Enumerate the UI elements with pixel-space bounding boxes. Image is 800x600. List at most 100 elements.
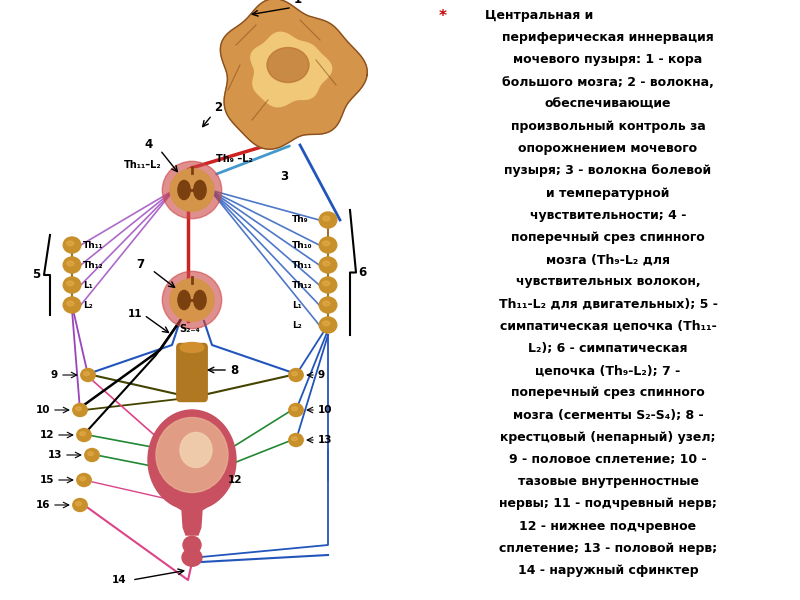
- Ellipse shape: [180, 343, 204, 352]
- Text: 12: 12: [39, 430, 54, 440]
- Text: 15: 15: [39, 475, 54, 485]
- Text: 1: 1: [294, 0, 302, 6]
- Text: Th₉: Th₉: [292, 215, 309, 224]
- Text: 16: 16: [35, 500, 50, 510]
- Ellipse shape: [63, 277, 81, 293]
- Text: 11: 11: [128, 309, 142, 319]
- Text: тазовые внутренностные: тазовые внутренностные: [518, 475, 698, 488]
- Ellipse shape: [319, 297, 337, 313]
- Text: нервы; 11 - подчревный нерв;: нервы; 11 - подчревный нерв;: [499, 497, 717, 511]
- Ellipse shape: [156, 418, 228, 493]
- Text: сплетение; 13 - половой нерв;: сплетение; 13 - половой нерв;: [499, 542, 717, 555]
- Text: опорожнением мочевого: опорожнением мочевого: [518, 142, 698, 155]
- Ellipse shape: [289, 368, 303, 382]
- FancyBboxPatch shape: [177, 343, 207, 401]
- Text: L₂: L₂: [292, 320, 302, 329]
- Ellipse shape: [66, 241, 74, 246]
- Text: Th₁₂: Th₁₂: [83, 260, 104, 269]
- Ellipse shape: [180, 433, 212, 467]
- Ellipse shape: [63, 257, 81, 273]
- Ellipse shape: [63, 237, 81, 253]
- Text: 6: 6: [358, 266, 366, 279]
- Text: L₁: L₁: [83, 280, 93, 289]
- Text: 10: 10: [318, 405, 333, 415]
- Text: Th₁₁: Th₁₁: [292, 260, 313, 269]
- Text: Th₁₀: Th₁₀: [292, 241, 313, 250]
- Ellipse shape: [85, 449, 99, 461]
- Ellipse shape: [63, 297, 81, 313]
- Text: 9 - половое сплетение; 10 -: 9 - половое сплетение; 10 -: [509, 453, 707, 466]
- Ellipse shape: [319, 212, 337, 228]
- Ellipse shape: [66, 301, 74, 306]
- Text: пузыря; 3 - волокна болевой: пузыря; 3 - волокна болевой: [505, 164, 711, 178]
- Text: Центральная и: Центральная и: [485, 9, 594, 22]
- Text: поперечный срез спинного: поперечный срез спинного: [511, 231, 705, 244]
- Ellipse shape: [73, 499, 87, 511]
- Text: S₂₋₄: S₂₋₄: [180, 325, 200, 335]
- Text: чувствительных волокон,: чувствительных волокон,: [516, 275, 700, 289]
- Text: 9: 9: [51, 370, 58, 380]
- Ellipse shape: [292, 407, 298, 410]
- Ellipse shape: [84, 372, 90, 376]
- Ellipse shape: [66, 261, 74, 266]
- Text: 12: 12: [228, 475, 242, 485]
- Ellipse shape: [267, 47, 309, 82]
- Ellipse shape: [77, 473, 91, 487]
- Text: цепочка (Th₉-L₂); 7 -: цепочка (Th₉-L₂); 7 -: [535, 364, 681, 377]
- Ellipse shape: [322, 216, 330, 221]
- Ellipse shape: [322, 301, 330, 306]
- Text: крестцовый (непарный) узел;: крестцовый (непарный) узел;: [500, 431, 716, 444]
- Text: *: *: [439, 9, 447, 24]
- Text: большого мозга; 2 - волокна,: большого мозга; 2 - волокна,: [502, 76, 714, 89]
- Text: 14: 14: [112, 575, 126, 585]
- Text: мозга (сегменты S₂-S₄); 8 -: мозга (сегменты S₂-S₄); 8 -: [513, 409, 703, 422]
- Ellipse shape: [292, 372, 298, 376]
- Text: периферическая иннервация: периферическая иннервация: [502, 31, 714, 44]
- Text: 3: 3: [280, 170, 288, 183]
- Text: 9: 9: [318, 370, 325, 380]
- Ellipse shape: [322, 261, 330, 266]
- Text: Th₉ –L₂: Th₉ –L₂: [216, 154, 253, 164]
- Ellipse shape: [319, 317, 337, 333]
- Text: Th₁₂: Th₁₂: [292, 280, 313, 289]
- Text: Th₁₁–L₂: Th₁₁–L₂: [124, 160, 162, 170]
- Ellipse shape: [81, 368, 95, 382]
- Text: L₂); 6 - симпатическая: L₂); 6 - симпатическая: [528, 342, 688, 355]
- Ellipse shape: [292, 437, 298, 440]
- Text: поперечный срез спинного: поперечный срез спинного: [511, 386, 705, 400]
- Text: Th₁₁: Th₁₁: [83, 241, 104, 250]
- Text: мочевого пузыря: 1 - кора: мочевого пузыря: 1 - кора: [514, 53, 702, 67]
- Ellipse shape: [162, 271, 222, 329]
- Text: 5: 5: [32, 269, 40, 281]
- Ellipse shape: [80, 432, 86, 436]
- Text: чувствительности; 4 -: чувствительности; 4 -: [530, 209, 686, 222]
- Text: 12 - нижнее подчревное: 12 - нижнее подчревное: [519, 520, 697, 533]
- Text: 8: 8: [230, 364, 238, 377]
- Ellipse shape: [170, 279, 214, 321]
- Text: L₁: L₁: [292, 301, 302, 310]
- Ellipse shape: [178, 290, 190, 310]
- Ellipse shape: [148, 410, 236, 510]
- Ellipse shape: [319, 257, 337, 273]
- Text: Th₁₁-L₂ для двигательных); 5 -: Th₁₁-L₂ для двигательных); 5 -: [498, 298, 718, 311]
- Ellipse shape: [322, 281, 330, 286]
- Text: 4: 4: [144, 137, 152, 151]
- Text: 14 - наружный сфинктер: 14 - наружный сфинктер: [518, 564, 698, 577]
- Ellipse shape: [319, 237, 337, 253]
- Ellipse shape: [80, 477, 86, 481]
- Text: и температурной: и температурной: [546, 187, 670, 200]
- Text: 7: 7: [136, 257, 144, 271]
- Text: обеспечивающие: обеспечивающие: [545, 98, 671, 111]
- Text: симпатическая цепочка (Th₁₁-: симпатическая цепочка (Th₁₁-: [500, 320, 716, 333]
- Ellipse shape: [322, 321, 330, 326]
- Ellipse shape: [178, 181, 190, 200]
- Ellipse shape: [77, 428, 91, 442]
- Ellipse shape: [66, 281, 74, 286]
- Ellipse shape: [183, 536, 201, 554]
- Polygon shape: [251, 32, 332, 107]
- Text: 10: 10: [35, 405, 50, 415]
- Ellipse shape: [76, 502, 82, 506]
- Ellipse shape: [194, 181, 206, 200]
- Text: 2: 2: [214, 101, 222, 114]
- Ellipse shape: [73, 403, 87, 416]
